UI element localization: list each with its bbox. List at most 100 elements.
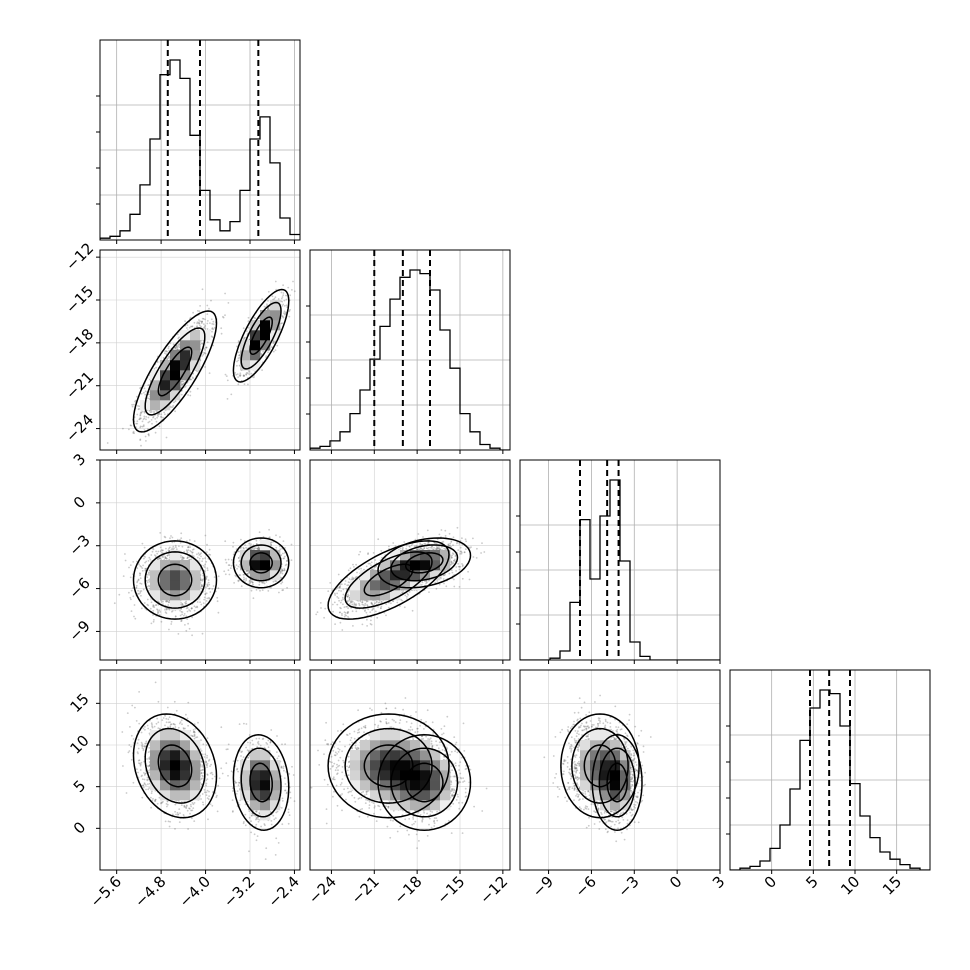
scatter-point: [201, 579, 204, 582]
scatter-point: [181, 556, 184, 558]
density-cell: [250, 320, 261, 331]
scatter-point: [156, 410, 159, 413]
scatter-point: [139, 387, 141, 389]
scatter-point: [225, 561, 228, 564]
scatter-point: [243, 383, 246, 385]
scatter-point: [162, 356, 165, 359]
scatter-point: [186, 618, 189, 620]
scatter-point: [165, 600, 167, 603]
scatter-point: [208, 583, 211, 586]
scatter-point: [142, 418, 145, 421]
scatter-point: [204, 366, 207, 368]
scatter-point: [222, 315, 224, 318]
scatter-point: [196, 601, 199, 603]
scatter-point: [163, 535, 166, 538]
scatter-point: [179, 386, 182, 388]
scatter-point: [251, 581, 254, 584]
scatter-point: [140, 607, 143, 610]
scatter-point: [277, 298, 280, 300]
scatter-point: [164, 611, 167, 614]
scatter-point: [208, 587, 210, 590]
scatter-point: [237, 557, 240, 559]
scatter-point: [164, 350, 167, 353]
scatter-point: [236, 373, 239, 375]
scatter-point: [153, 606, 156, 609]
density-cell: [150, 400, 161, 411]
scatter-point: [151, 550, 154, 553]
scatter-point: [142, 424, 145, 426]
scatter-point: [124, 559, 127, 562]
scatter-point: [193, 321, 196, 324]
scatter-point: [212, 328, 215, 331]
scatter-point: [205, 576, 208, 579]
scatter-point: [255, 539, 258, 542]
scatter-point: [168, 550, 171, 552]
scatter-point: [122, 427, 124, 430]
scatter-point: [201, 288, 204, 291]
scatter-point: [217, 575, 220, 578]
scatter-point: [216, 600, 219, 603]
scatter-point: [145, 567, 147, 570]
scatter-point: [113, 602, 116, 605]
scatter-point: [204, 324, 207, 327]
scatter-point: [181, 557, 184, 559]
scatter-point: [191, 325, 193, 328]
scatter-point: [204, 593, 207, 595]
scatter-point: [196, 606, 199, 609]
scatter-point: [242, 573, 245, 576]
scatter-point: [186, 610, 189, 613]
scatter-point: [282, 316, 285, 319]
scatter-point: [182, 557, 185, 560]
scatter-point: [178, 336, 181, 339]
scatter-point: [145, 415, 148, 418]
scatter-point: [239, 574, 242, 576]
scatter-point: [149, 558, 152, 561]
scatter-point: [180, 384, 182, 387]
scatter-point: [248, 542, 251, 545]
density-cell: [170, 360, 181, 371]
scatter-point: [203, 352, 206, 354]
scatter-point: [177, 343, 180, 346]
scatter-point: [136, 413, 139, 416]
scatter-point: [189, 394, 192, 397]
scatter-point: [238, 560, 241, 563]
scatter-point: [191, 616, 194, 619]
scatter-point: [269, 541, 272, 544]
panel-frame: [99, 249, 301, 451]
scatter-point: [139, 565, 142, 567]
scatter-point: [280, 582, 282, 585]
scatter-point: [210, 299, 212, 302]
scatter-point: [245, 373, 247, 376]
scatter-point: [153, 619, 155, 621]
scatter-point: [292, 280, 294, 283]
density-cell: [170, 350, 181, 361]
scatter-point: [180, 558, 183, 561]
scatter-point: [267, 351, 269, 354]
scatter-point: [205, 577, 207, 580]
scatter-point: [129, 564, 132, 566]
scatter-point: [199, 601, 202, 603]
scatter-point: [127, 591, 130, 594]
scatter-point: [225, 375, 228, 377]
scatter-point: [124, 553, 126, 555]
scatter-point: [164, 556, 167, 559]
scatter-point: [148, 393, 150, 396]
scatter-point: [248, 370, 250, 372]
scatter-point: [131, 405, 134, 408]
scatter-point: [243, 336, 246, 339]
scatter-point: [180, 532, 183, 535]
scatter-point: [139, 592, 142, 594]
scatter-point: [281, 572, 284, 575]
scatter-point: [168, 601, 170, 604]
scatter-point: [187, 546, 189, 549]
scatter-point: [282, 284, 284, 287]
scatter-point: [191, 607, 193, 610]
density-cell: [180, 340, 191, 351]
panel-1-0: −24−21−18−15−12: [62, 239, 301, 454]
scatter-point: [212, 323, 215, 326]
scatter-point: [274, 580, 277, 583]
scatter-point: [176, 346, 179, 349]
scatter-point: [187, 546, 190, 549]
scatter-point: [286, 586, 288, 589]
scatter-point: [182, 556, 184, 559]
